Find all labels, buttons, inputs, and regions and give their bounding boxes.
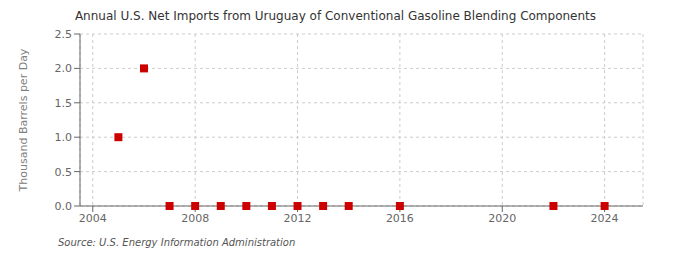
svg-text:1.5: 1.5 — [55, 97, 73, 110]
svg-text:2004: 2004 — [79, 212, 107, 225]
svg-text:2.0: 2.0 — [55, 62, 73, 75]
html-text:Source: U.S. Energy Informatio: Source: U.S. Energy Information Administ… — [58, 237, 296, 248]
svg-text:2012: 2012 — [284, 212, 312, 225]
html-text:Annual U.S. Net Imports from U: Annual U.S. Net Imports from Uruguay of … — [74, 9, 597, 23]
svg-text:2008: 2008 — [181, 212, 209, 225]
svg-text:0.0: 0.0 — [55, 200, 73, 213]
svg-text:0.5: 0.5 — [55, 166, 73, 179]
svg-text:1.0: 1.0 — [55, 131, 73, 144]
svg-text:2016: 2016 — [386, 212, 414, 225]
svg-text:2024: 2024 — [591, 212, 619, 225]
svg-text:2.5: 2.5 — [55, 28, 73, 41]
svg-text:2020: 2020 — [488, 212, 516, 225]
svg-text:Thousand Barrels per Day: Thousand Barrels per Day — [17, 48, 30, 192]
